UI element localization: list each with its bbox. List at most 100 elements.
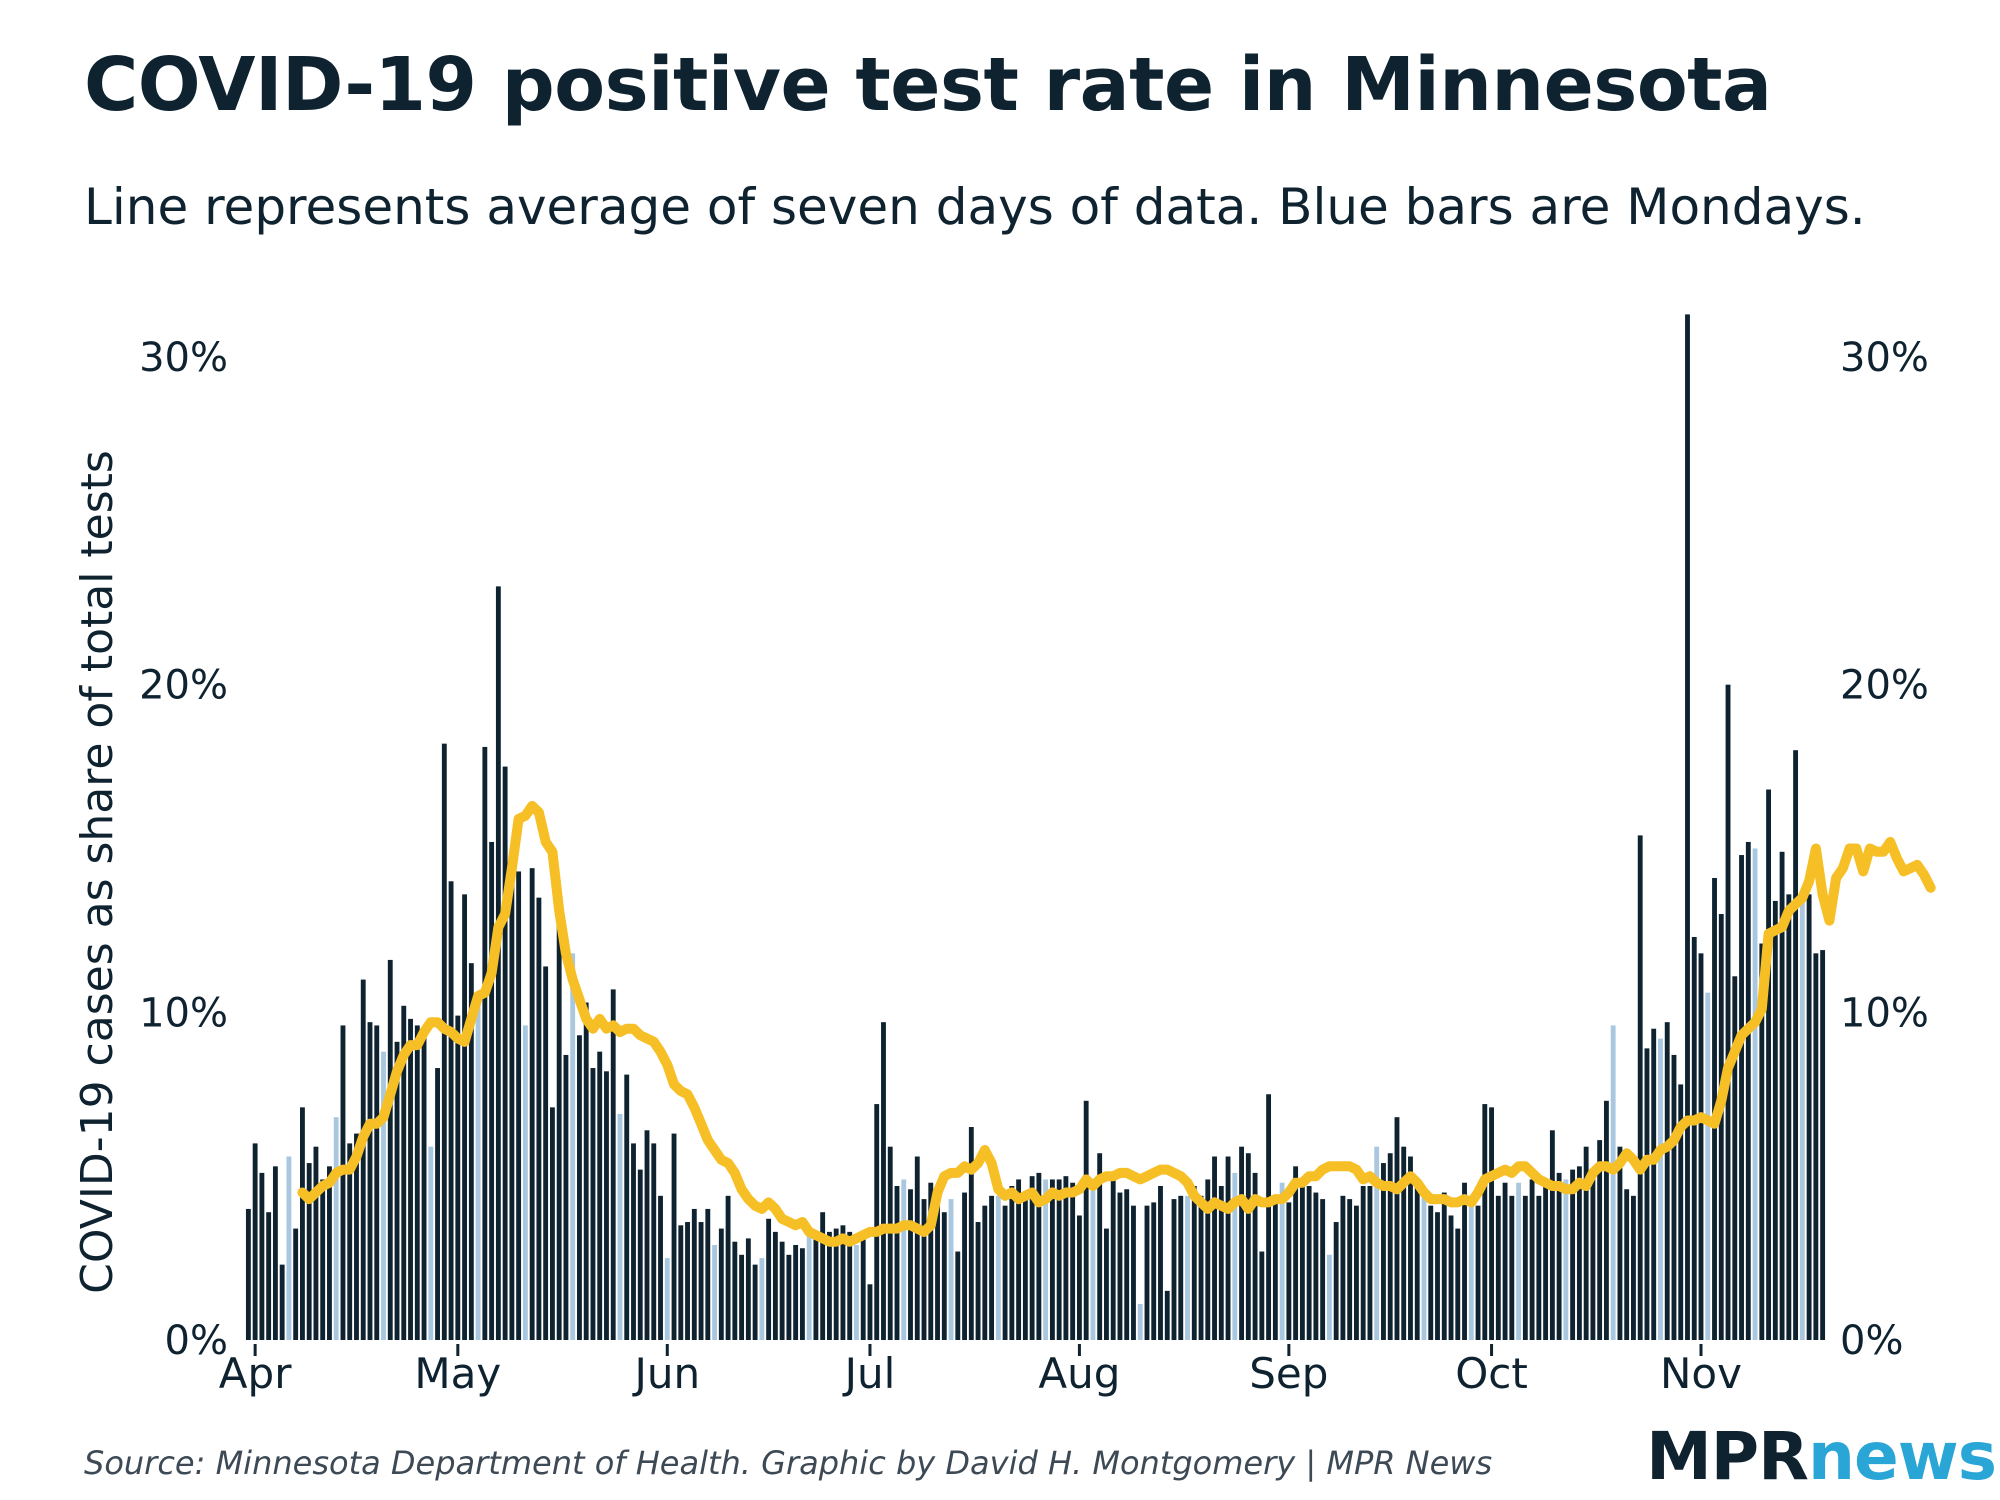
average-line-group bbox=[297, 800, 1936, 1247]
bar bbox=[1367, 1186, 1373, 1340]
bar bbox=[313, 1146, 319, 1340]
bar bbox=[1644, 1048, 1650, 1340]
bar-monday bbox=[1185, 1195, 1190, 1340]
bar-monday bbox=[995, 1195, 1001, 1340]
bar bbox=[1191, 1186, 1197, 1340]
bar bbox=[1502, 1182, 1508, 1340]
y-tick-label-left: 10% bbox=[139, 990, 228, 1036]
bar bbox=[1624, 1189, 1630, 1340]
bar bbox=[894, 1186, 900, 1340]
bar bbox=[1320, 1199, 1326, 1340]
bar bbox=[1178, 1195, 1184, 1340]
bar bbox=[1381, 1163, 1386, 1340]
bar-monday bbox=[1232, 1172, 1238, 1340]
bar bbox=[1576, 1166, 1582, 1340]
bar bbox=[1239, 1146, 1244, 1340]
bar bbox=[414, 1025, 420, 1340]
bar bbox=[1664, 1022, 1670, 1340]
bar bbox=[786, 1254, 792, 1340]
bar bbox=[1408, 1156, 1413, 1340]
bar bbox=[1151, 1202, 1157, 1340]
bar bbox=[1171, 1199, 1177, 1340]
y-axis-right: 0% 10% 20% 30% bbox=[1840, 335, 1929, 1364]
bar bbox=[1158, 1186, 1163, 1340]
bar bbox=[1306, 1186, 1312, 1340]
chart-subtitle: Line represents average of seven days of… bbox=[84, 178, 1866, 236]
bar bbox=[820, 1212, 826, 1340]
bar bbox=[462, 894, 468, 1340]
bar bbox=[293, 1228, 299, 1340]
bar bbox=[1124, 1189, 1130, 1340]
bar bbox=[1097, 1153, 1103, 1340]
bar bbox=[320, 1179, 326, 1340]
bar bbox=[799, 1248, 805, 1340]
x-tick-label: Apr bbox=[219, 1349, 292, 1398]
bar bbox=[245, 1208, 251, 1340]
bar bbox=[597, 1051, 603, 1340]
y-tick-label-left: 0% bbox=[165, 1318, 228, 1364]
bar bbox=[455, 1015, 461, 1340]
seven-day-average-line bbox=[297, 800, 1936, 1247]
bar-monday bbox=[286, 1156, 292, 1340]
bar bbox=[1793, 750, 1799, 1340]
bar-monday bbox=[522, 1025, 528, 1340]
bar bbox=[1272, 1195, 1278, 1340]
bar bbox=[1448, 1215, 1454, 1340]
x-tick-label: Sep bbox=[1249, 1349, 1328, 1398]
y-tick-label-right: 0% bbox=[1840, 1318, 1903, 1364]
bar-monday bbox=[901, 1179, 907, 1340]
bar-monday bbox=[1421, 1192, 1427, 1340]
bar bbox=[1056, 1179, 1062, 1340]
bar bbox=[489, 841, 495, 1340]
bar bbox=[1387, 1153, 1393, 1340]
bar-monday bbox=[1043, 1179, 1049, 1340]
bar bbox=[401, 1005, 407, 1340]
bar bbox=[908, 1189, 913, 1340]
x-tick-label: Aug bbox=[1038, 1349, 1120, 1398]
bar bbox=[705, 1208, 711, 1340]
bar-monday bbox=[1090, 1182, 1096, 1340]
bar bbox=[941, 1212, 947, 1340]
bar bbox=[1603, 1100, 1609, 1340]
bar bbox=[813, 1231, 819, 1340]
bar bbox=[543, 966, 549, 1340]
bar bbox=[631, 1143, 636, 1340]
bar bbox=[1266, 1094, 1272, 1340]
bar bbox=[691, 1208, 697, 1340]
bar bbox=[725, 1195, 731, 1340]
bar-monday bbox=[759, 1258, 765, 1340]
bar bbox=[921, 1199, 927, 1340]
bar bbox=[394, 1041, 400, 1340]
bar bbox=[928, 1182, 934, 1340]
bar bbox=[549, 1107, 555, 1340]
bar bbox=[340, 1025, 346, 1340]
bar bbox=[1590, 1179, 1596, 1340]
bar bbox=[1144, 1205, 1150, 1340]
bar bbox=[1509, 1195, 1515, 1340]
bar bbox=[968, 1127, 974, 1340]
x-tick-label: Jun bbox=[631, 1349, 700, 1398]
bar bbox=[962, 1192, 967, 1340]
y-tick-label-left: 30% bbox=[139, 335, 228, 381]
bar bbox=[1333, 1222, 1339, 1340]
bar bbox=[252, 1143, 258, 1340]
bar bbox=[1049, 1179, 1055, 1340]
bar bbox=[590, 1068, 596, 1340]
bar bbox=[495, 586, 501, 1340]
bar bbox=[1401, 1146, 1407, 1340]
bar bbox=[1259, 1251, 1265, 1340]
bar bbox=[1029, 1176, 1035, 1340]
bar bbox=[1340, 1195, 1346, 1340]
bar-monday bbox=[1468, 1199, 1474, 1340]
bar bbox=[327, 1166, 332, 1340]
bar bbox=[1698, 953, 1704, 1340]
bar bbox=[975, 1222, 981, 1340]
bar bbox=[887, 1146, 893, 1340]
bar bbox=[1678, 1084, 1684, 1340]
bar bbox=[1435, 1212, 1440, 1340]
y-tick-label-right: 30% bbox=[1840, 335, 1929, 381]
bar bbox=[1462, 1182, 1467, 1340]
bar bbox=[1313, 1192, 1319, 1340]
bar-monday bbox=[712, 1244, 717, 1340]
